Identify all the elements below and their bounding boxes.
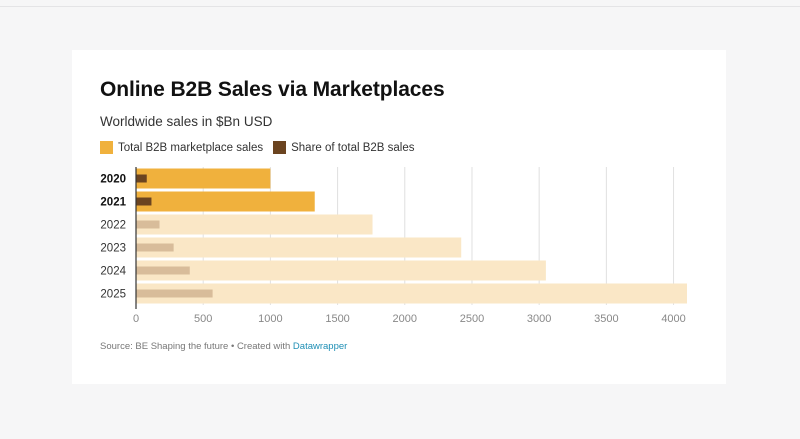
category-label-2021: 2021	[100, 197, 126, 209]
legend-swatch-total	[100, 141, 113, 154]
legend-item-total: Total B2B marketplace sales	[100, 141, 263, 154]
bar-share-2024	[136, 266, 190, 275]
tick-label-4000: 4000	[661, 313, 685, 325]
legend-item-share: Share of total B2B sales	[273, 141, 415, 154]
category-label-2020: 2020	[100, 174, 126, 186]
tick-label-1500: 1500	[325, 313, 349, 325]
legend-label-total: Total B2B marketplace sales	[118, 141, 264, 154]
chart-legend: Total B2B marketplace sales Share of tot…	[100, 141, 425, 154]
chart-title: Online B2B Sales via Marketplaces	[100, 78, 445, 101]
bar-chart: 2020 2021 2022 2023 2024 2025 0 500 1000 1500 2000…	[100, 167, 687, 325]
top-divider	[0, 6, 800, 7]
chart-source: Source: BE Shaping the future • Created …	[100, 341, 347, 352]
chart-card: Online B2B Sales via Marketplaces Worldw…	[72, 50, 726, 384]
bar-share-2025	[136, 289, 213, 298]
legend-swatch-share	[273, 141, 287, 154]
legend-label-share: Share of total B2B sales	[291, 141, 415, 154]
tick-label-500: 500	[194, 313, 212, 325]
datawrapper-link[interactable]: Datawrapper	[292, 341, 348, 352]
bar-total-2021	[136, 191, 315, 212]
bar-share-2021	[136, 197, 152, 206]
bar-share-2020	[136, 174, 147, 183]
bar-total-2025	[136, 283, 687, 304]
bar-share-2022	[136, 220, 160, 229]
tick-label-2000: 2000	[393, 313, 417, 325]
bar-total-2024	[136, 260, 546, 281]
bar-total-2020	[136, 168, 271, 189]
chart-subtitle: Worldwide sales in $Bn USD	[100, 114, 273, 129]
source-text: Source: BE Shaping the future • Created …	[100, 341, 293, 352]
category-label-2024: 2024	[100, 266, 126, 278]
tick-label-2500: 2500	[460, 313, 484, 325]
tick-label-3500: 3500	[594, 313, 618, 325]
bar-total-2022	[136, 214, 373, 235]
category-label-2023: 2023	[100, 243, 126, 255]
tick-label-1000: 1000	[258, 313, 282, 325]
tick-label-0: 0	[133, 313, 139, 325]
category-label-2025: 2025	[100, 289, 126, 301]
category-label-2022: 2022	[100, 220, 126, 232]
bar-total-2023	[136, 237, 462, 258]
bar-share-2023	[136, 243, 174, 252]
tick-label-3000: 3000	[527, 313, 551, 325]
